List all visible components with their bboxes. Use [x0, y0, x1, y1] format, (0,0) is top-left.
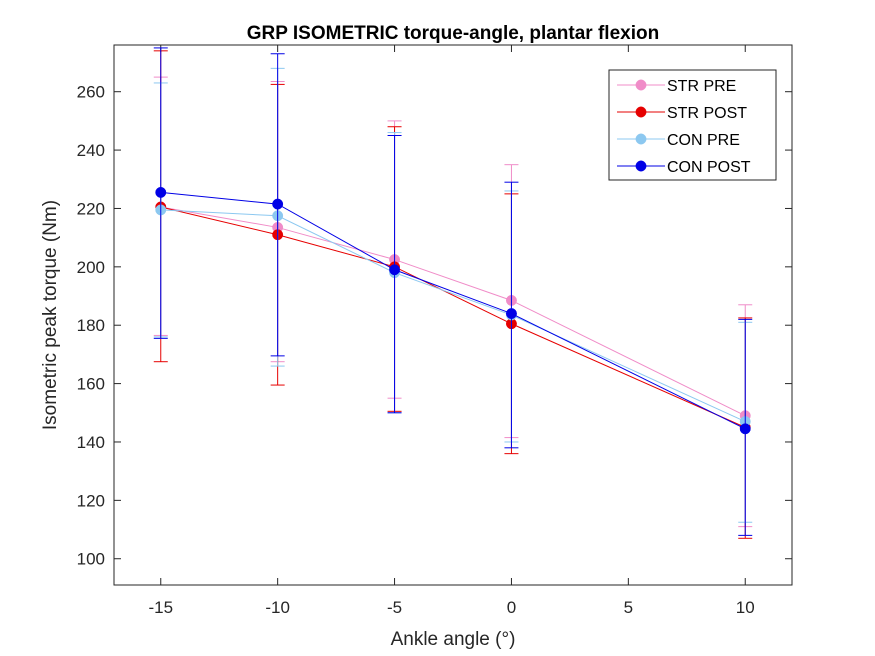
- y-tick-label: 220: [77, 199, 105, 218]
- x-axis: -15 -10 -5 0 5 10: [148, 45, 755, 617]
- data-point: [739, 423, 751, 435]
- y-tick-label: 240: [77, 141, 105, 160]
- y-tick-label: 180: [77, 316, 105, 335]
- legend-marker: [635, 79, 647, 91]
- legend: STR PRE STR POST CON PRE CON POST: [608, 69, 777, 181]
- series-con-post: [153, 47, 753, 536]
- y-tick-label: 100: [77, 550, 105, 569]
- chart-title: GRP ISOMETRIC torque-angle, plantar flex…: [247, 23, 659, 44]
- legend-label: STR PRE: [667, 78, 736, 95]
- x-tick-label: -5: [387, 598, 402, 617]
- y-tick-label: 200: [77, 258, 105, 277]
- x-tick-label: 0: [507, 598, 516, 617]
- legend-marker: [635, 106, 647, 118]
- legend-label: STR POST: [667, 105, 747, 122]
- y-axis-label: Isometric peak torque (Nm): [40, 200, 61, 430]
- data-point: [272, 198, 284, 210]
- legend-marker: [635, 160, 647, 172]
- data-point: [505, 308, 517, 319]
- x-axis-label: Ankle angle (°): [391, 629, 516, 650]
- data-point: [155, 186, 167, 198]
- y-tick-label: 260: [77, 83, 105, 102]
- x-tick-label: -10: [265, 598, 290, 617]
- legend-label: CON POST: [667, 159, 751, 176]
- series-layer: [153, 47, 753, 539]
- legend-marker: [635, 133, 647, 145]
- y-axis: 100 120 140 160 180 200 220 240 260: [77, 83, 792, 569]
- y-tick-label: 140: [77, 433, 105, 452]
- y-tick-label: 160: [77, 375, 105, 394]
- x-tick-label: 10: [736, 598, 755, 617]
- legend-label: CON PRE: [667, 132, 740, 149]
- x-tick-label: -15: [148, 598, 173, 617]
- y-tick-label: 120: [77, 491, 105, 510]
- x-tick-label: 5: [624, 598, 633, 617]
- data-point: [389, 264, 401, 276]
